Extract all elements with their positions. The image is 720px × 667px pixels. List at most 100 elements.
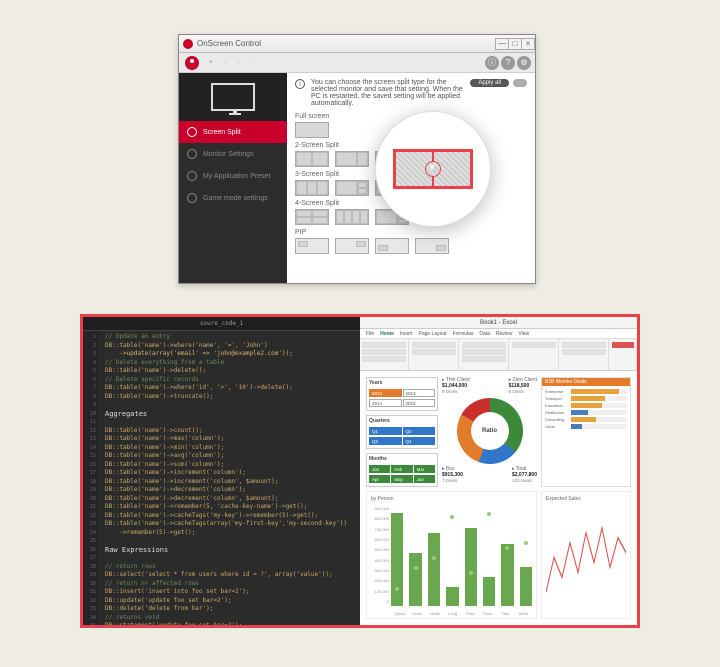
hbar-row: Education (545, 403, 627, 408)
ribbon-tab[interactable]: Formulas (453, 331, 474, 337)
close-button[interactable]: × (521, 38, 535, 50)
window-title: OnScreen Control (197, 39, 261, 48)
excel-titlebar: Book1 - Excel (360, 317, 637, 329)
y-axis: 900,000800,000700,000600,000500,000400,0… (369, 506, 389, 604)
sidebar-label: Screen Split (203, 129, 241, 136)
layout-option[interactable] (295, 151, 329, 167)
hbar-row: Healthcare (545, 410, 627, 415)
section-pip: PIP (295, 229, 527, 236)
ribbon-tab[interactable]: Data (479, 331, 490, 337)
by-person-chart: by Person 900,000800,000700,000600,00050… (366, 491, 537, 619)
layout-option[interactable] (335, 151, 369, 167)
kpi-total: ▸ Total $2,077,800 120 Deals (512, 466, 537, 483)
layout-option[interactable] (295, 238, 329, 254)
slicers: Years 2012 2013 2014 2015 Quarters Q1 Q2 (366, 377, 438, 487)
help-icon[interactable]: ? (501, 56, 515, 70)
bar (391, 513, 403, 606)
expected-sales-chart: Expected Sales (541, 491, 631, 619)
bar (501, 544, 513, 606)
sidebar-label: Game mode settings (203, 195, 268, 202)
layout-option[interactable] (335, 180, 369, 196)
ribbon-tabs: File Home Insert Page Layout Formulas Data Rev… (360, 329, 637, 339)
dashboard-sheet: Years 2012 2013 2014 2015 Quarters Q1 Q2 (360, 371, 637, 625)
sidebar-item-app-preset[interactable]: My Application Preset (179, 165, 287, 187)
slicer-option[interactable]: Apr (369, 475, 390, 483)
ribbon-tab[interactable]: Page Layout (418, 331, 446, 337)
ribbon-tab[interactable]: Home (380, 331, 394, 337)
b2b-deals-card: B2B Monitor Deals EnterpriseTransportEdu… (541, 377, 631, 487)
hbar-row: Consulting (545, 417, 627, 422)
game-mode-icon (187, 193, 197, 203)
bar (520, 567, 532, 606)
onscreen-control-window: OnScreen Control — □ × • · · · ⓘ ? ⚙ Scr… (178, 34, 536, 284)
layout-option[interactable] (295, 122, 329, 138)
slicer-option[interactable]: May (391, 475, 412, 483)
layout-option[interactable] (335, 209, 369, 225)
toolbar: • · · · ⓘ ? ⚙ (179, 53, 535, 73)
slicer-option[interactable]: Q1 (369, 427, 402, 435)
hbar-row: Transport (545, 396, 627, 401)
slicer-option[interactable]: 2015 (403, 399, 436, 407)
settings-icon[interactable]: ⚙ (517, 56, 531, 70)
ribbon-tab[interactable]: View (518, 331, 529, 337)
kpi-box: ▸ Box $915,300 7 Deals (442, 466, 463, 483)
ribbon-tab[interactable]: Insert (400, 331, 413, 337)
slicer-option[interactable]: Jun (414, 475, 435, 483)
ribbon-tab[interactable]: File (366, 331, 374, 337)
screen-split-icon (187, 127, 197, 137)
slicer-option[interactable]: Jan (369, 465, 390, 473)
app-preset-icon (187, 171, 197, 181)
line-gutter: 1234567891011121314151617181920212223242… (83, 331, 99, 625)
slicer-option[interactable]: Mar (414, 465, 435, 473)
slicer-option[interactable]: 2014 (369, 399, 402, 407)
layout-option[interactable] (375, 238, 409, 254)
slicer-option[interactable]: Feb (391, 465, 412, 473)
ribbon (360, 339, 637, 371)
x-axis: DykesGrantHeathLongPaulRoseTateWest (391, 611, 532, 616)
slicer-option[interactable]: 2013 (403, 389, 436, 397)
ribbon-tab[interactable]: Review (496, 331, 512, 337)
layout-option[interactable] (295, 209, 329, 225)
slicer-quarters: Quarters Q1 Q2 Q3 Q4 (366, 415, 438, 449)
monitor-settings-icon (187, 149, 197, 159)
slicer-years: Years 2012 2013 2014 2015 (366, 377, 438, 411)
hbar-row: Other (545, 424, 627, 429)
more-button[interactable]: ··· (513, 79, 527, 87)
slicer-option[interactable]: Q3 (369, 437, 402, 445)
heart-icon (425, 161, 441, 177)
sidebar-label: Monitor Settings (203, 151, 254, 158)
titlebar: OnScreen Control — □ × (179, 35, 535, 53)
layout-option[interactable] (415, 238, 449, 254)
sidebar-item-game-mode[interactable]: Game mode settings (179, 187, 287, 209)
apply-all-button[interactable]: Apply all (470, 79, 509, 87)
slicer-option[interactable]: 2012 (369, 389, 402, 397)
info-icon[interactable]: ⓘ (485, 56, 499, 70)
donut-chart: Ratio (457, 398, 523, 464)
monitor-icon (211, 83, 255, 111)
slicer-months: Months Jan Feb Mar Apr May Jun (366, 453, 438, 487)
zoom-preview (375, 111, 491, 227)
layout-option[interactable] (295, 180, 329, 196)
slicer-option[interactable]: Q2 (403, 427, 436, 435)
sidebar: Screen Split Monitor Settings My Applica… (179, 73, 287, 283)
content-panel: i You can choose the screen split type f… (287, 73, 535, 283)
kpi-thin-client: ▸ Thin Client $1,044,000 9 Deals (442, 377, 470, 394)
window-buttons: — □ × (496, 38, 535, 50)
code-content[interactable]: // Update an entryDB::table('name')->whe… (101, 331, 360, 625)
editor-tab[interactable]: soure_code_1 (83, 317, 360, 331)
kpi-donut-area: ▸ Thin Client $1,044,000 9 Deals ▸ Zero … (442, 377, 537, 487)
split-screenshot: soure_code_1 123456789101112131415161718… (80, 314, 640, 628)
sidebar-item-monitor-settings[interactable]: Monitor Settings (179, 143, 287, 165)
monitor-preview (179, 73, 287, 121)
monitor-selector-dots[interactable]: • · · · (209, 57, 259, 68)
bars-area (391, 504, 532, 606)
bar (409, 553, 421, 606)
maximize-button[interactable]: □ (508, 38, 522, 50)
minimize-button[interactable]: — (495, 38, 509, 50)
brand-icon (185, 56, 199, 70)
sidebar-item-screen-split[interactable]: Screen Split (179, 121, 287, 143)
excel-pane: Book1 - Excel FileHomeInsertPage LayoutF… (360, 317, 637, 625)
bar (465, 528, 477, 606)
layout-option[interactable] (335, 238, 369, 254)
slicer-option[interactable]: Q4 (403, 437, 436, 445)
